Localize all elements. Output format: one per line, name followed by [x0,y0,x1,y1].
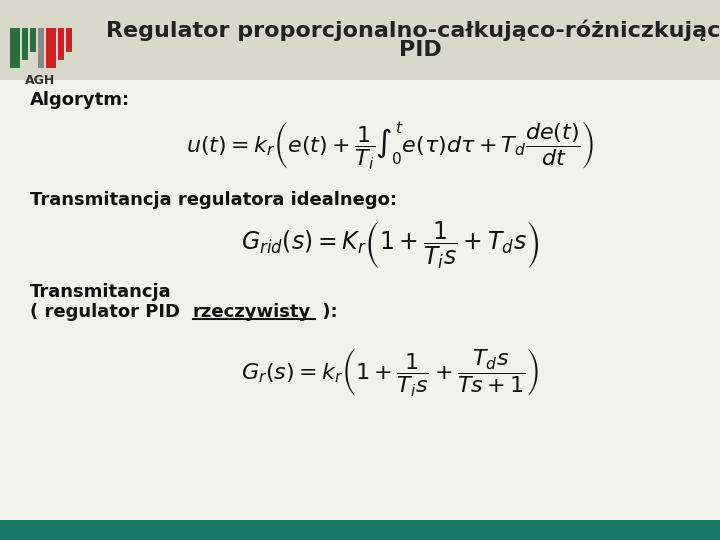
Text: $G_r(s) = k_r \left(1 + \dfrac{1}{T_i s} + \dfrac{T_d s}{Ts+1}\right)$: $G_r(s) = k_r \left(1 + \dfrac{1}{T_i s}… [241,346,539,398]
FancyBboxPatch shape [0,0,720,80]
FancyBboxPatch shape [46,28,56,68]
FancyBboxPatch shape [0,80,720,522]
Text: Transmitancja: Transmitancja [30,283,171,301]
Text: ( regulator PID: ( regulator PID [30,303,186,321]
Text: $G_{rid}(s) = K_r \left(1 + \dfrac{1}{T_i s} + T_d s\right)$: $G_{rid}(s) = K_r \left(1 + \dfrac{1}{T_… [241,219,539,271]
Text: Regulator proporcjonalno-całkująco-różniczkujący: Regulator proporcjonalno-całkująco-różni… [106,19,720,40]
Text: PID: PID [399,40,441,60]
FancyBboxPatch shape [58,28,64,60]
Text: AGH: AGH [25,74,55,87]
FancyBboxPatch shape [30,28,36,52]
FancyBboxPatch shape [66,28,72,52]
FancyBboxPatch shape [22,28,28,60]
Text: rzeczywisty: rzeczywisty [193,303,311,321]
FancyBboxPatch shape [0,520,720,540]
Text: Transmitancja regulatora idealnego:: Transmitancja regulatora idealnego: [30,191,397,209]
Text: ):: ): [316,303,338,321]
FancyBboxPatch shape [38,28,44,68]
FancyBboxPatch shape [10,28,20,68]
Text: $u(t) = k_r \left( e(t) + \dfrac{1}{T_i} \int_0^t e(\tau)d\tau + T_d \dfrac{de(t: $u(t) = k_r \left( e(t) + \dfrac{1}{T_i}… [186,119,594,171]
Text: Algorytm:: Algorytm: [30,91,130,109]
